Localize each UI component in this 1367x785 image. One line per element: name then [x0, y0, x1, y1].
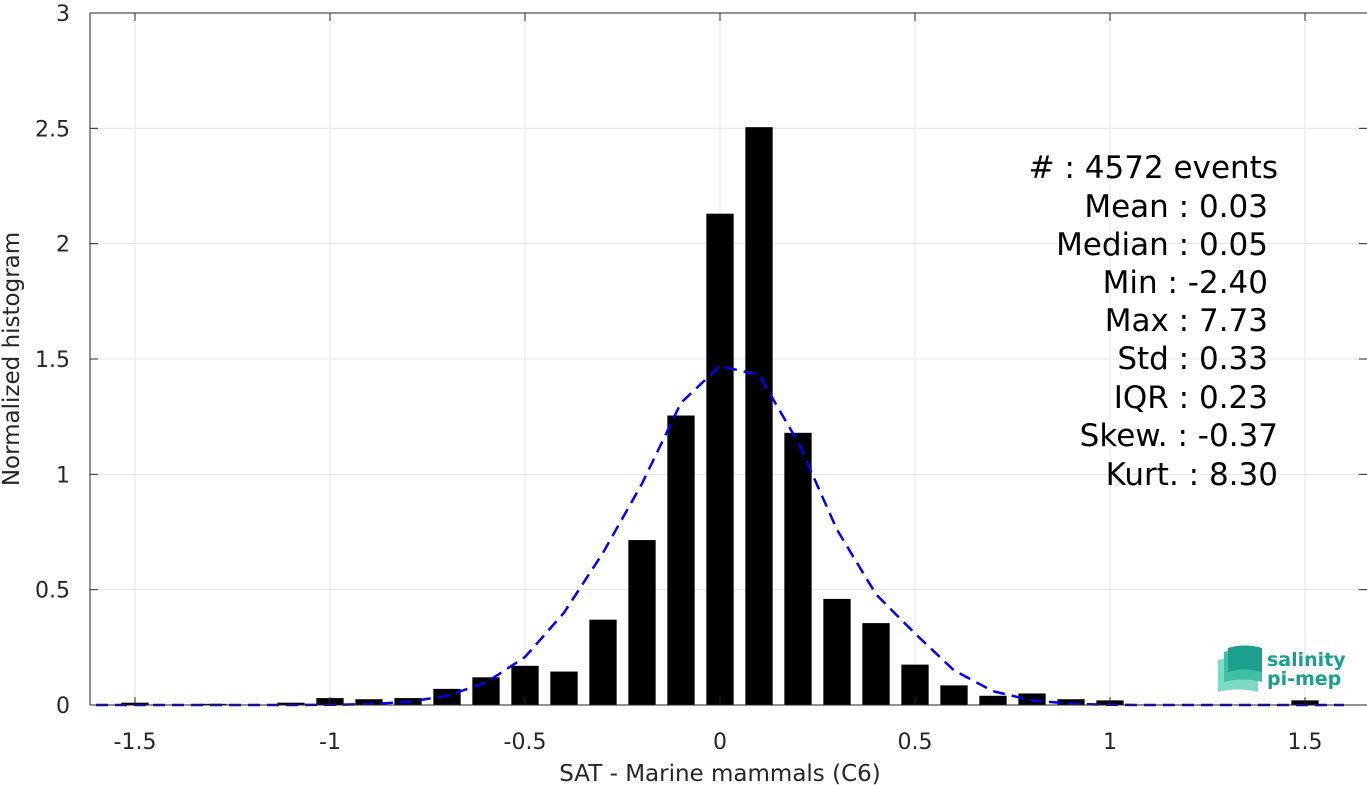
y-tick-label: 1	[56, 463, 70, 488]
histogram-bar	[1057, 699, 1085, 705]
histogram-bar	[628, 540, 656, 705]
stat-skew: Skew. : -0.37	[1080, 418, 1278, 454]
histogram-bar	[784, 432, 812, 705]
x-tick-label: 1.5	[1288, 730, 1323, 755]
x-tick-label: -1.5	[114, 730, 157, 755]
y-tick-label: 3	[56, 2, 70, 27]
x-tick-label: 0.5	[898, 730, 933, 755]
wave-logo-icon	[1218, 645, 1262, 692]
stat-median: Median : 0.05	[1056, 227, 1268, 263]
histogram-bar	[979, 695, 1007, 705]
y-tick-label: 1.5	[35, 348, 70, 373]
y-tick-label: 0	[56, 694, 70, 719]
histogram-bar	[667, 415, 695, 705]
histogram-bar	[355, 699, 383, 705]
stat-max: Max : 7.73	[1105, 303, 1268, 339]
histogram-bar	[862, 623, 890, 705]
stat-min: Min : -2.40	[1103, 265, 1268, 301]
y-tick-label: 0.5	[35, 579, 70, 604]
x-tick-label: -0.5	[504, 730, 547, 755]
stat-iqr: IQR : 0.23	[1114, 380, 1268, 416]
histogram-bar	[589, 619, 617, 705]
stat-std: Std : 0.33	[1117, 341, 1268, 377]
x-tick-label: 1	[1103, 730, 1117, 755]
salinity-pimep-logo: salinity pi-mep	[1218, 645, 1346, 692]
axes	[89, 12, 1367, 706]
y-tick-labels: 0 0.5 1 1.5 2 2.5 3	[35, 2, 70, 719]
histogram-bar	[745, 127, 773, 706]
histogram-bar	[472, 677, 500, 705]
stat-kurt: Kurt. : 8.30	[1106, 457, 1278, 493]
statistics-box: # : 4572 events Mean : 0.03 Median : 0.0…	[1029, 150, 1278, 493]
histogram-bar	[940, 685, 968, 705]
histogram-bar	[706, 213, 734, 705]
x-tick-labels: -1.5 -1 -0.5 0 0.5 1 1.5	[114, 730, 1323, 755]
y-tick-label: 2.5	[35, 117, 70, 142]
x-tick-label: -1	[319, 730, 341, 755]
x-axis-label: SAT - Marine mammals (C6)	[559, 761, 881, 785]
y-tick-label: 2	[56, 233, 70, 258]
stat-events: # : 4572 events	[1029, 150, 1278, 186]
histogram-bar	[823, 598, 851, 705]
histogram-bar	[550, 671, 578, 705]
logo-text-pimep: pi-mep	[1267, 668, 1341, 690]
stat-mean: Mean : 0.03	[1084, 189, 1268, 225]
logo-text-salinity: salinity	[1267, 649, 1346, 671]
y-axis-label: Normalized histogram	[0, 232, 25, 486]
x-tick-label: 0	[713, 730, 727, 755]
histogram-bars	[121, 127, 1319, 706]
